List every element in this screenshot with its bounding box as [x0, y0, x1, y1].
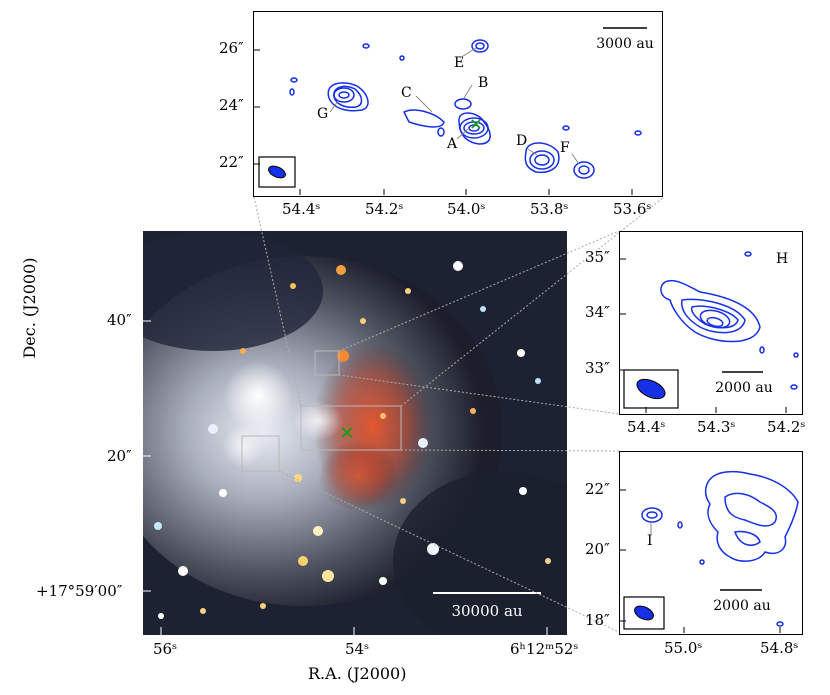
inset-box-h [314, 350, 340, 376]
main-xtick-2: 6ʰ12ᵐ52ˢ [510, 640, 579, 658]
i-ytick-1: 20″ [585, 540, 610, 558]
right-bottom-contour-panel: I 2000 au [619, 451, 803, 635]
label-C: C [401, 85, 412, 101]
label-A: A [446, 136, 458, 152]
h-xtick-1: 54.3ˢ [697, 418, 736, 436]
h-ytick-0: 35″ [585, 248, 610, 266]
h-xtick-0: 54.4ˢ [627, 418, 666, 436]
label-G: G [317, 106, 328, 122]
h-xtick-2: 54.2ˢ [767, 418, 806, 436]
top-contour-panel: × A B C D E F G 3000 au [253, 11, 663, 197]
main-xtick-1: 54ˢ [345, 640, 370, 658]
main-image-panel: × 30000 au [143, 231, 567, 635]
top-xtick-2: 54.0ˢ [447, 200, 486, 218]
label-I: I [647, 533, 653, 549]
label-B: B [478, 75, 488, 91]
main-beam [158, 613, 164, 619]
main-color-image: × 30000 au [143, 231, 567, 635]
x-axis-label: R.A. (J2000) [308, 664, 407, 683]
label-E: E [454, 55, 464, 71]
h-scalebar-label: 2000 au [715, 380, 772, 396]
top-beam [268, 165, 286, 179]
top-source-labels: A B C D E F G [317, 55, 570, 156]
y-axis-label: Dec. (J2000) [20, 257, 39, 359]
i-ytick-2: 18″ [585, 611, 610, 629]
top-xtick-1: 54.2ˢ [365, 200, 404, 218]
top-scalebar-label: 3000 au [596, 36, 653, 52]
i-xtick-1: 54.8ˢ [760, 639, 799, 657]
i-scalebar-label: 2000 au [713, 598, 770, 614]
top-contours [289, 39, 642, 179]
top-xtick-4: 53.6ˢ [613, 200, 652, 218]
main-ytick-0: 40″ [107, 311, 132, 329]
top-ytick-1: 24″ [219, 96, 244, 114]
i-contours [641, 470, 799, 627]
top-ytick-0: 26″ [219, 39, 244, 57]
top-marker: × [469, 114, 482, 133]
main-ytick-2: +17°59′00″ [36, 582, 123, 600]
i-ytick-0: 22″ [585, 480, 610, 498]
main-xtick-0: 56ˢ [153, 640, 178, 658]
source-marker: × [339, 422, 354, 443]
top-xtick-0: 54.4ˢ [282, 200, 321, 218]
h-ytick-1: 34″ [585, 303, 610, 321]
h-ytick-2: 33″ [585, 359, 610, 377]
inset-box-i [241, 435, 280, 472]
right-top-contour-panel: H 2000 au [619, 231, 803, 415]
h-beam [636, 378, 666, 400]
h-contours [660, 251, 799, 390]
top-xtick-3: 53.8ˢ [530, 200, 569, 218]
label-F: F [560, 140, 570, 156]
main-ytick-1: 20″ [107, 447, 132, 465]
i-xtick-0: 55.0ˢ [664, 639, 703, 657]
main-scalebar-label: 30000 au [451, 602, 522, 620]
label-D: D [516, 133, 527, 149]
i-beam [634, 605, 654, 621]
top-ytick-2: 22″ [219, 153, 244, 171]
